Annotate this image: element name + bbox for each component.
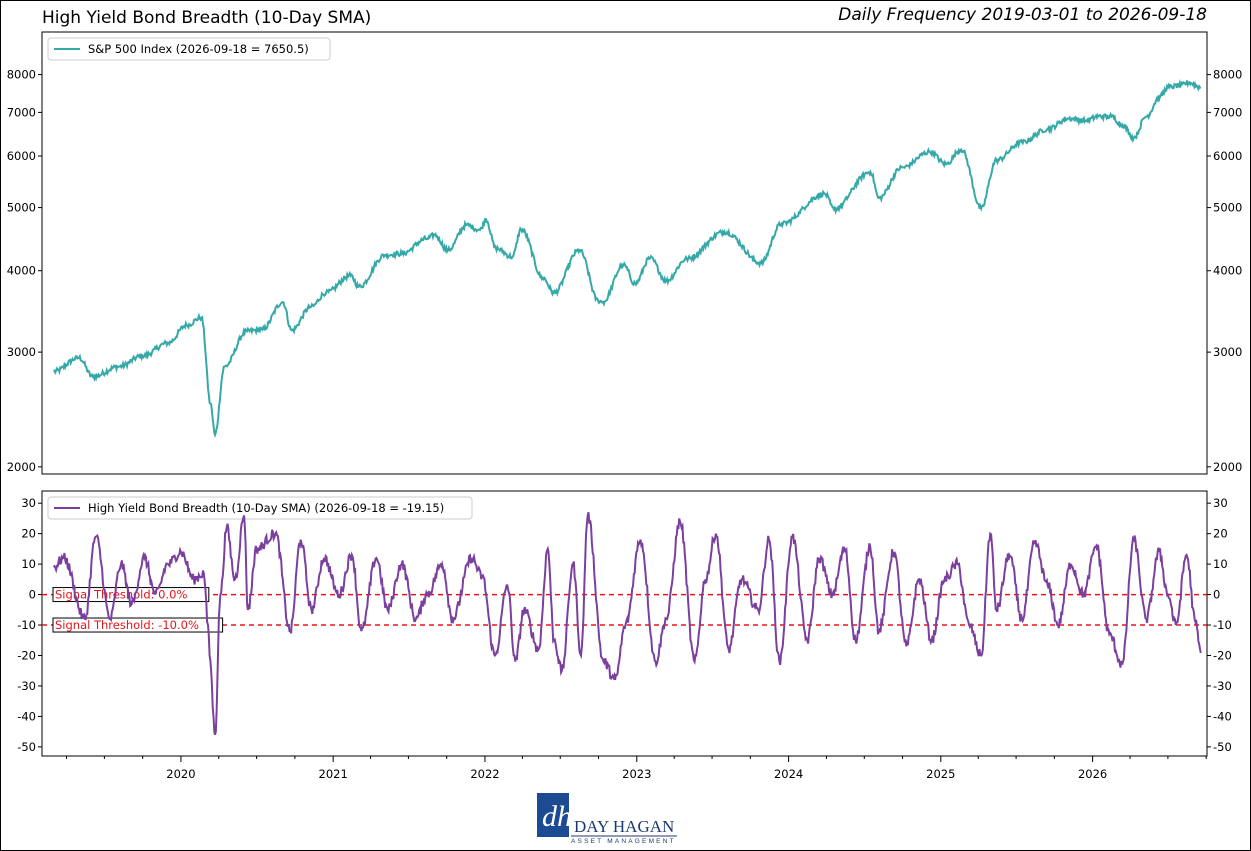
logo-name: DAY HAGAN (574, 817, 674, 836)
xtick-label: 2024 (774, 767, 803, 781)
top-ytick-label-left: 5000 (7, 201, 36, 215)
top-ytick-label-left: 2000 (7, 460, 36, 474)
logo-mark-letters: dh (542, 800, 572, 833)
top-ytick-label-right: 8000 (1213, 68, 1242, 82)
top-ytick-label-left: 7000 (7, 105, 36, 119)
top-ytick-label-left: 4000 (7, 264, 36, 278)
bottom-ytick-label-left: 10 (21, 557, 36, 571)
sp500-line (52, 78, 1202, 439)
hy-breadth-line (52, 511, 1202, 735)
top-ytick-label-right: 6000 (1213, 149, 1242, 163)
top-ytick-label-right: 4000 (1213, 264, 1242, 278)
bottom-ytick-label-right: -30 (1213, 679, 1232, 693)
chart-subtitle: Daily Frequency 2019-03-01 to 2026-09-18 (838, 5, 1207, 25)
bottom-ytick-label-left: -30 (17, 679, 36, 693)
top-ytick-label-left: 8000 (7, 68, 36, 82)
bottom-y-axis: -50 -50 -40 -40 -30 -30 -20 -20 -10 -10 0 0 10 10 20 20… (17, 496, 1232, 754)
bottom-legend: High Yield Bond Breadth (10-Day SMA) (20… (47, 496, 473, 520)
bottom-ytick-label-left: -10 (17, 618, 36, 632)
top-ytick-label-right: 2000 (1213, 460, 1242, 474)
bottom-ytick-label-right: -40 (1213, 709, 1232, 723)
top-ytick-label-left: 6000 (7, 149, 36, 163)
top-y-axis: 2000 2000 3000 3000 4000 4000 5000 5000 6000 6000… (7, 68, 1243, 474)
bottom-ytick-label-left: -20 (17, 648, 36, 662)
bottom-ytick-label-right: 30 (1213, 496, 1228, 510)
bottom-ytick-label-right: -10 (1213, 618, 1232, 632)
logo-tagline: ASSET MANAGEMENT (571, 838, 676, 845)
bottom-legend-box (47, 496, 473, 520)
bottom-panel-frame (41, 490, 1208, 757)
top-legend-label: S&P 500 Index (2026-09-18 = 7650.5) (88, 42, 309, 56)
threshold-label-box (52, 617, 224, 633)
x-axis: 2020 2021 2022 2023 2024 2025 2026 (66, 756, 1207, 781)
bottom-ytick-label-left: 0 (29, 588, 36, 602)
bottom-ytick-label-right: 0 (1213, 588, 1220, 602)
bottom-ytick-label-left: -40 (17, 709, 36, 723)
xtick-label: 2026 (1078, 767, 1107, 781)
threshold-label: Signal Threshold: -10.0% (55, 618, 199, 632)
top-legend: S&P 500 Index (2026-09-18 = 7650.5) (47, 37, 331, 61)
bottom-ytick-label-left: 20 (21, 527, 36, 541)
top-ytick-label-right: 7000 (1213, 105, 1242, 119)
bottom-ytick-label-right: -50 (1213, 740, 1232, 754)
xtick-label: 2021 (319, 767, 348, 781)
top-ytick-label-left: 3000 (7, 345, 36, 359)
bottom-ytick-label-right: 20 (1213, 527, 1228, 541)
bottom-ytick-label-right: 10 (1213, 557, 1228, 571)
xtick-label: 2022 (470, 767, 499, 781)
top-ytick-label-right: 5000 (1213, 201, 1242, 215)
top-ytick-label-right: 3000 (1213, 345, 1242, 359)
bottom-legend-label: High Yield Bond Breadth (10-Day SMA) (20… (88, 501, 444, 515)
logo-graphic: dh DAY HAGAN ASSET MANAGEMENT (537, 793, 677, 845)
threshold-label-box (52, 587, 210, 603)
top-legend-box (47, 37, 331, 61)
bottom-ytick-label-right: -20 (1213, 648, 1232, 662)
bottom-ytick-label-left: 30 (21, 496, 36, 510)
chart-title: High Yield Bond Breadth (10-Day SMA) (42, 8, 372, 28)
xtick-label: 2025 (926, 767, 955, 781)
bottom-ytick-label-left: -50 (17, 740, 36, 754)
xtick-label: 2020 (166, 767, 195, 781)
top-panel-frame (41, 31, 1208, 475)
xtick-label: 2023 (622, 767, 651, 781)
logo-mark (537, 793, 569, 837)
